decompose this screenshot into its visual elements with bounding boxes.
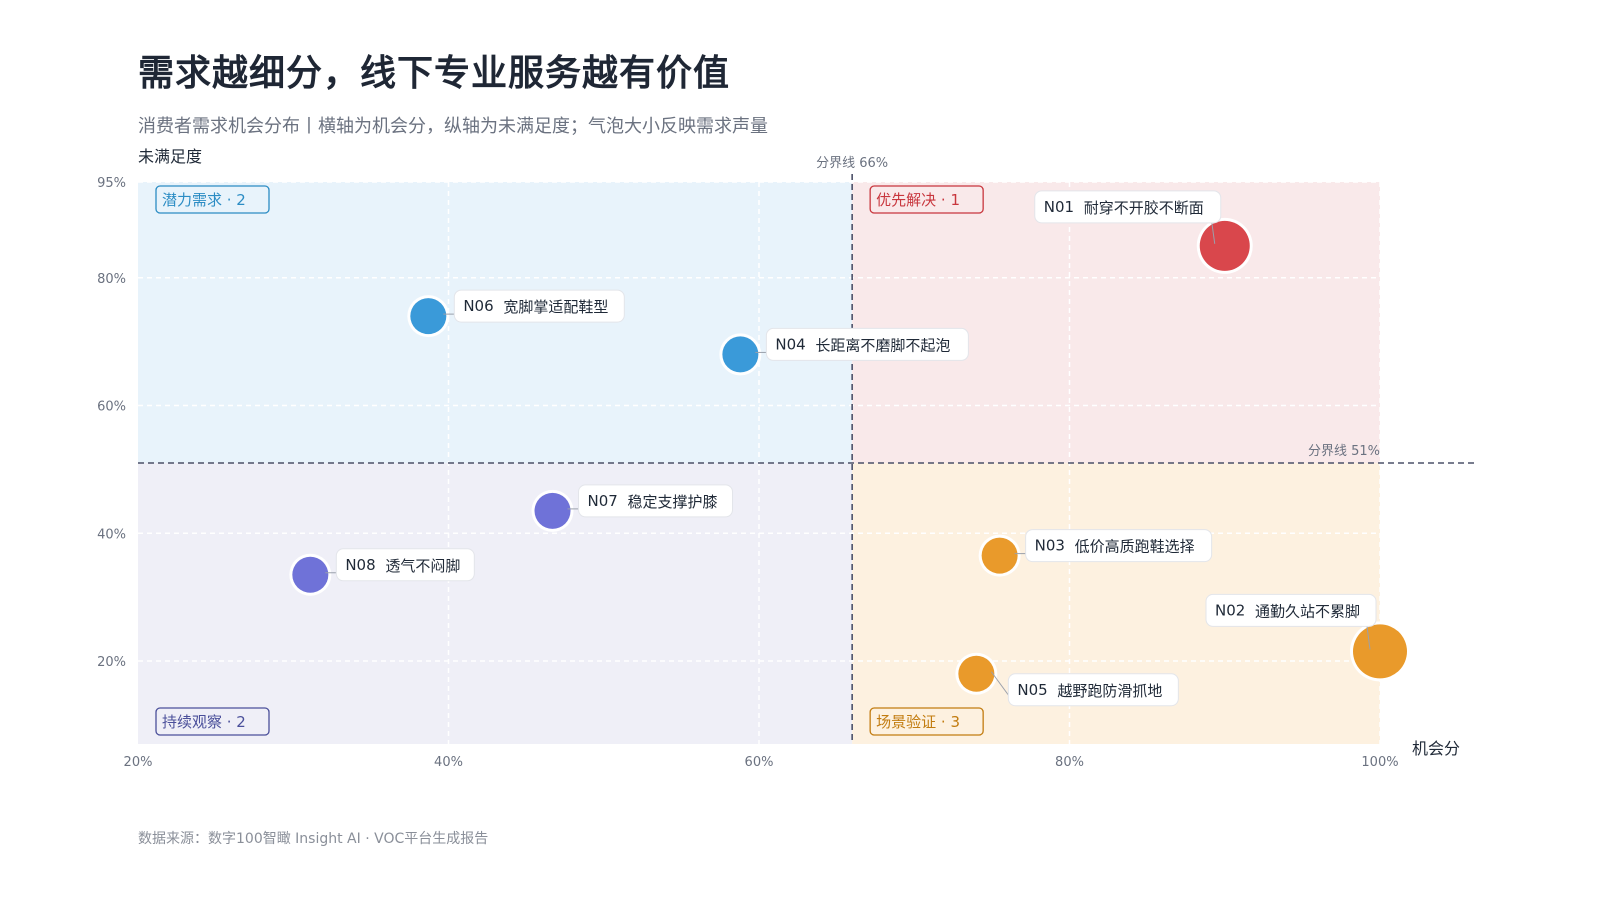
callout-box bbox=[453, 289, 625, 323]
callout-box bbox=[1007, 673, 1179, 707]
point-code: N08 bbox=[345, 556, 375, 574]
point-code: N02 bbox=[1215, 601, 1245, 619]
quadrant-label-bottom-right: 场景验证 · 3 bbox=[876, 713, 960, 731]
point-label: 通勤久站不累脚 bbox=[1255, 602, 1360, 620]
bubble-N04 bbox=[722, 336, 759, 373]
chart-title: 需求越细分，线下专业服务越有价值 bbox=[138, 53, 731, 94]
callout-box bbox=[1025, 529, 1213, 563]
point-label: 越野跑防滑抓地 bbox=[1057, 682, 1162, 700]
point-code: N04 bbox=[775, 335, 805, 353]
quadrant-badge-top-left bbox=[155, 185, 270, 214]
divider-label-horizontal: 分界线 51% bbox=[1308, 444, 1380, 459]
x-axis-title: 机会分 bbox=[1412, 739, 1460, 758]
point-code: N01 bbox=[1044, 198, 1074, 216]
y-tick-label: 60% bbox=[97, 400, 126, 415]
quadrant-badge-top-right bbox=[869, 185, 984, 214]
x-tick-label: 20% bbox=[124, 755, 153, 770]
point-code: N05 bbox=[1017, 681, 1047, 699]
bubble-N02 bbox=[1353, 624, 1407, 679]
callout-leader bbox=[990, 671, 1011, 699]
point-label: 稳定支撑护膝 bbox=[628, 493, 718, 511]
bubble-N01 bbox=[1199, 220, 1250, 271]
callout-box bbox=[1034, 190, 1222, 224]
point-label: 长距离不磨脚不起泡 bbox=[815, 336, 950, 354]
x-tick-label: 40% bbox=[434, 755, 463, 770]
callout-box bbox=[1205, 593, 1377, 627]
bubble-N08 bbox=[292, 556, 329, 593]
callout-box bbox=[765, 327, 969, 361]
point-code: N03 bbox=[1035, 537, 1065, 555]
point-label: 宽脚掌适配鞋型 bbox=[503, 298, 608, 316]
quadrant-badge-bottom-right bbox=[869, 707, 984, 736]
y-tick-label: 95% bbox=[97, 176, 126, 191]
quadrant-bg-top-right bbox=[852, 182, 1380, 463]
x-tick-label: 100% bbox=[1361, 755, 1398, 770]
quadrant-badge-bottom-left bbox=[155, 707, 270, 736]
bubble-N05 bbox=[958, 655, 995, 692]
point-code: N07 bbox=[588, 492, 618, 510]
y-tick-label: 20% bbox=[97, 655, 126, 670]
y-tick-label: 40% bbox=[97, 527, 126, 542]
data-source-note: 数据来源：数字100智瞰 Insight AI · VOC平台生成报告 bbox=[138, 831, 489, 847]
chart-subtitle: 消费者需求机会分布丨横轴为机会分，纵轴为未满足度；气泡大小反映需求声量 bbox=[138, 116, 768, 137]
y-tick-label: 80% bbox=[97, 272, 126, 287]
callout-box bbox=[578, 484, 734, 518]
callout-box bbox=[335, 548, 475, 582]
divider-label-vertical: 分界线 66% bbox=[816, 156, 888, 171]
x-tick-label: 60% bbox=[745, 755, 774, 770]
bubble-N06 bbox=[410, 298, 447, 335]
y-axis-title: 未满足度 bbox=[138, 147, 202, 166]
x-tick-label: 80% bbox=[1055, 755, 1084, 770]
quadrant-bg-bottom-left bbox=[138, 463, 853, 744]
point-label: 耐穿不开胶不断面 bbox=[1084, 199, 1204, 217]
quadrant-label-top-right: 优先解决 · 1 bbox=[876, 191, 960, 209]
point-label: 透气不闷脚 bbox=[385, 557, 460, 575]
bubble-N07 bbox=[534, 492, 571, 529]
point-code: N06 bbox=[463, 297, 493, 315]
bubble-N03 bbox=[981, 537, 1018, 574]
point-label: 低价高质跑鞋选择 bbox=[1075, 538, 1195, 556]
quadrant-label-bottom-left: 持续观察 · 2 bbox=[162, 713, 246, 731]
quadrant-label-top-left: 潜力需求 · 2 bbox=[162, 191, 246, 209]
